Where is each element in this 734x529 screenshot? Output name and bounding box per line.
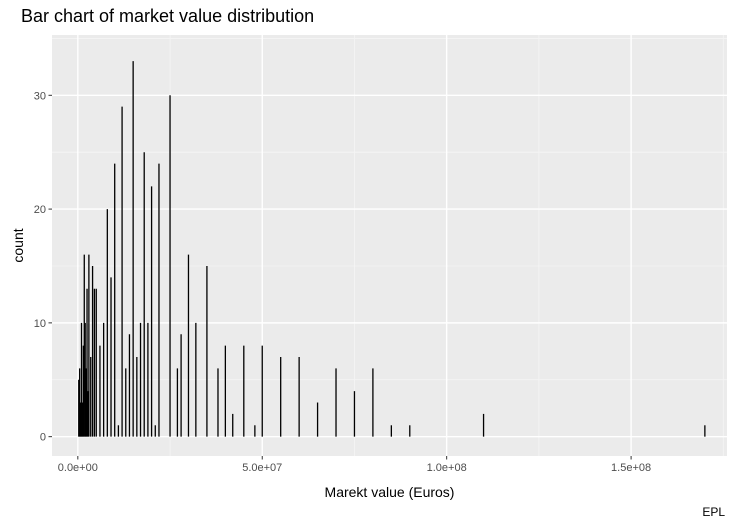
x-tick-label: 1.0e+08 bbox=[427, 462, 467, 474]
y-axis-title: count bbox=[10, 228, 26, 262]
y-tick-label: 30 bbox=[34, 90, 46, 102]
x-axis-title: Marekt value (Euros) bbox=[325, 484, 455, 500]
x-tick-label: 0.0e+00 bbox=[58, 462, 98, 474]
y-tick-label: 0 bbox=[40, 432, 46, 444]
x-tick-label: 5.0e+07 bbox=[242, 462, 282, 474]
x-tick-label: 1.5e+08 bbox=[611, 462, 651, 474]
plot-panel bbox=[52, 35, 727, 456]
chart-caption: EPL bbox=[702, 505, 725, 519]
y-tick-label: 20 bbox=[34, 204, 46, 216]
y-tick-label: 10 bbox=[34, 318, 46, 330]
chart-title: Bar chart of market value distribution bbox=[21, 6, 315, 26]
